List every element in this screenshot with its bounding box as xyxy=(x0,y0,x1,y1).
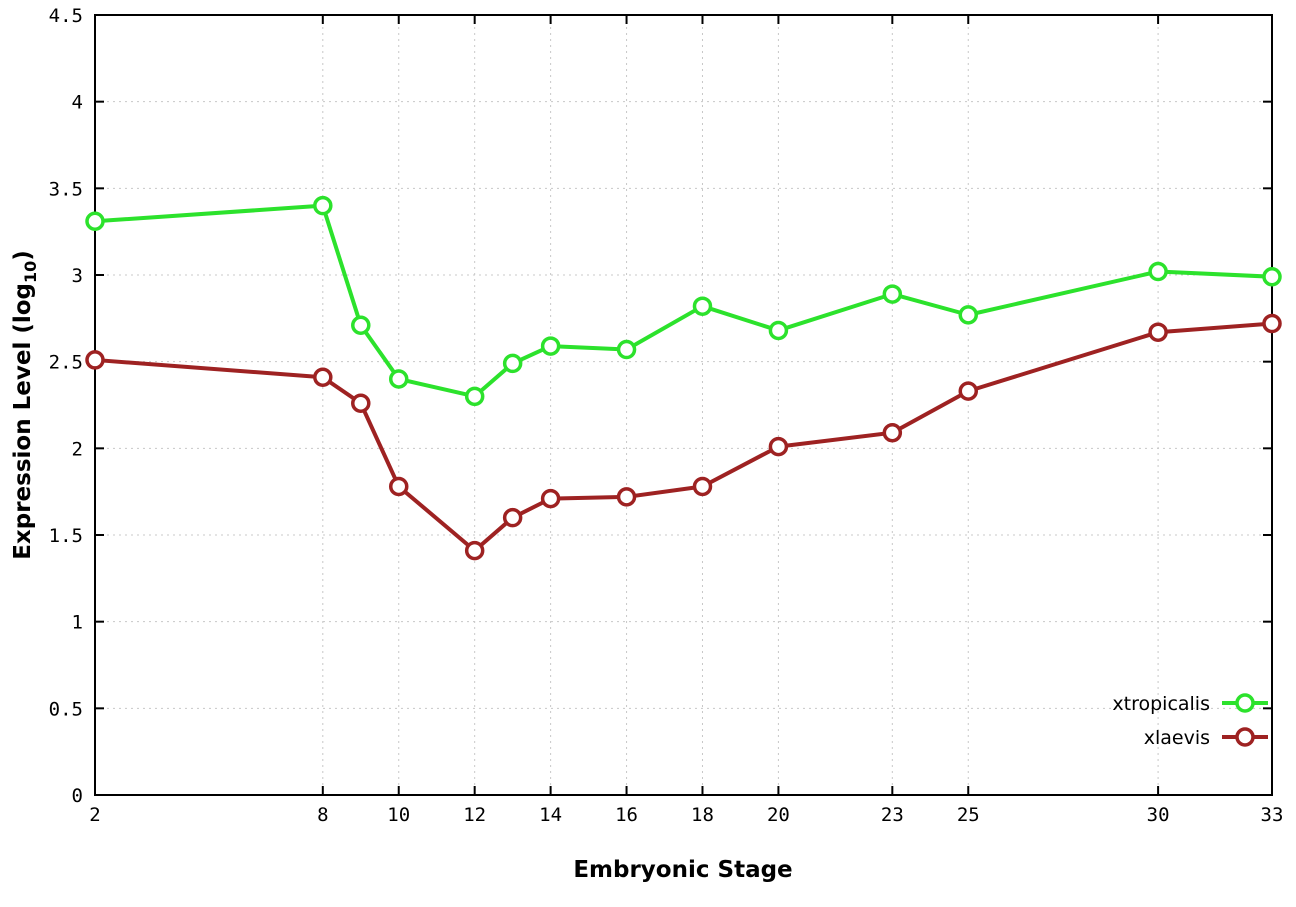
x-tick-label: 12 xyxy=(463,804,486,826)
series-line-xlaevis xyxy=(93,321,1274,553)
series-marker-xlaevis xyxy=(540,488,561,509)
y-tick-label: 3.5 xyxy=(49,178,83,200)
series-marker-xtropicalis xyxy=(616,339,637,360)
x-tick-label: 25 xyxy=(957,804,980,826)
y-axis-title: Expression Level (log10) xyxy=(10,250,40,560)
x-tick-label: 16 xyxy=(615,804,638,826)
y-tick-label: 0.5 xyxy=(49,698,83,720)
x-axis-title: Embryonic Stage xyxy=(573,857,792,883)
series-line-xtropicalis xyxy=(93,203,1274,399)
series-marker-xlaevis xyxy=(692,476,713,497)
x-tick-label: 2 xyxy=(89,804,100,826)
y-axis-title-end: ) xyxy=(10,250,36,261)
plot-border xyxy=(94,14,1273,796)
y-tick-label: 1 xyxy=(72,612,83,634)
y-axis-title-main: Expression Level (log xyxy=(10,283,36,560)
series-marker-xtropicalis xyxy=(768,320,789,341)
series-marker-xlaevis xyxy=(1148,322,1168,342)
legend-label-xlaevis: xlaevis xyxy=(1144,727,1210,749)
series-marker-xlaevis xyxy=(351,393,371,414)
series-marker-xlaevis xyxy=(768,436,789,457)
x-tick-label: 23 xyxy=(881,804,904,826)
y-tick-label: 2.5 xyxy=(49,352,83,374)
series-marker-xtropicalis xyxy=(85,211,105,232)
x-tick-label: 18 xyxy=(691,804,714,826)
x-tick-label: 8 xyxy=(317,804,328,826)
series-marker-xtropicalis xyxy=(502,353,523,374)
series-marker-xlaevis xyxy=(85,350,105,370)
series-marker-xtropicalis xyxy=(540,336,561,356)
y-axis-title-sub: 10 xyxy=(21,261,40,283)
series-marker-xtropicalis xyxy=(958,305,979,325)
series-marker-xtropicalis xyxy=(351,315,371,336)
series-marker-xlaevis xyxy=(958,381,979,401)
series-marker-xlaevis xyxy=(882,422,903,443)
series-marker-xlaevis xyxy=(1262,313,1282,334)
series-marker-xtropicalis xyxy=(1262,266,1282,287)
legend-sample-marker-xtropicalis xyxy=(1235,693,1255,713)
x-tick-label: 10 xyxy=(387,804,410,826)
y-tick-label: 3 xyxy=(72,265,83,287)
series-marker-xlaevis xyxy=(313,367,333,388)
legend-sample-marker-xlaevis xyxy=(1235,727,1255,747)
y-tick-label: 4.5 xyxy=(49,5,83,27)
y-tick-label: 2 xyxy=(72,438,83,460)
y-tick-label: 1.5 xyxy=(49,525,83,547)
x-tick-label: 30 xyxy=(1147,804,1170,826)
x-tick-label: 20 xyxy=(767,804,790,826)
series-marker-xtropicalis xyxy=(882,284,903,304)
series-marker-xtropicalis xyxy=(313,195,333,216)
y-tick-label: 0 xyxy=(72,785,83,807)
series-marker-xlaevis xyxy=(464,540,485,561)
legend-label-xtropicalis: xtropicalis xyxy=(1112,693,1210,715)
plot-area: 2 8 10 12 14 16 18 20 23 25 30 33 0 0.5 1 1.5 2 2.5 3 3.5 4 4… xyxy=(49,5,1284,826)
series-marker-xlaevis xyxy=(502,507,523,528)
x-tick-label: 33 xyxy=(1261,804,1284,826)
x-tick-label: 14 xyxy=(539,804,562,826)
series-marker-xlaevis xyxy=(388,476,409,497)
series-marker-xlaevis xyxy=(616,487,637,507)
series-marker-xtropicalis xyxy=(464,386,485,407)
series-marker-xtropicalis xyxy=(388,369,409,389)
series-marker-xtropicalis xyxy=(692,296,713,316)
series-marker-xtropicalis xyxy=(1148,261,1168,282)
y-tick-label: 4 xyxy=(72,92,83,114)
